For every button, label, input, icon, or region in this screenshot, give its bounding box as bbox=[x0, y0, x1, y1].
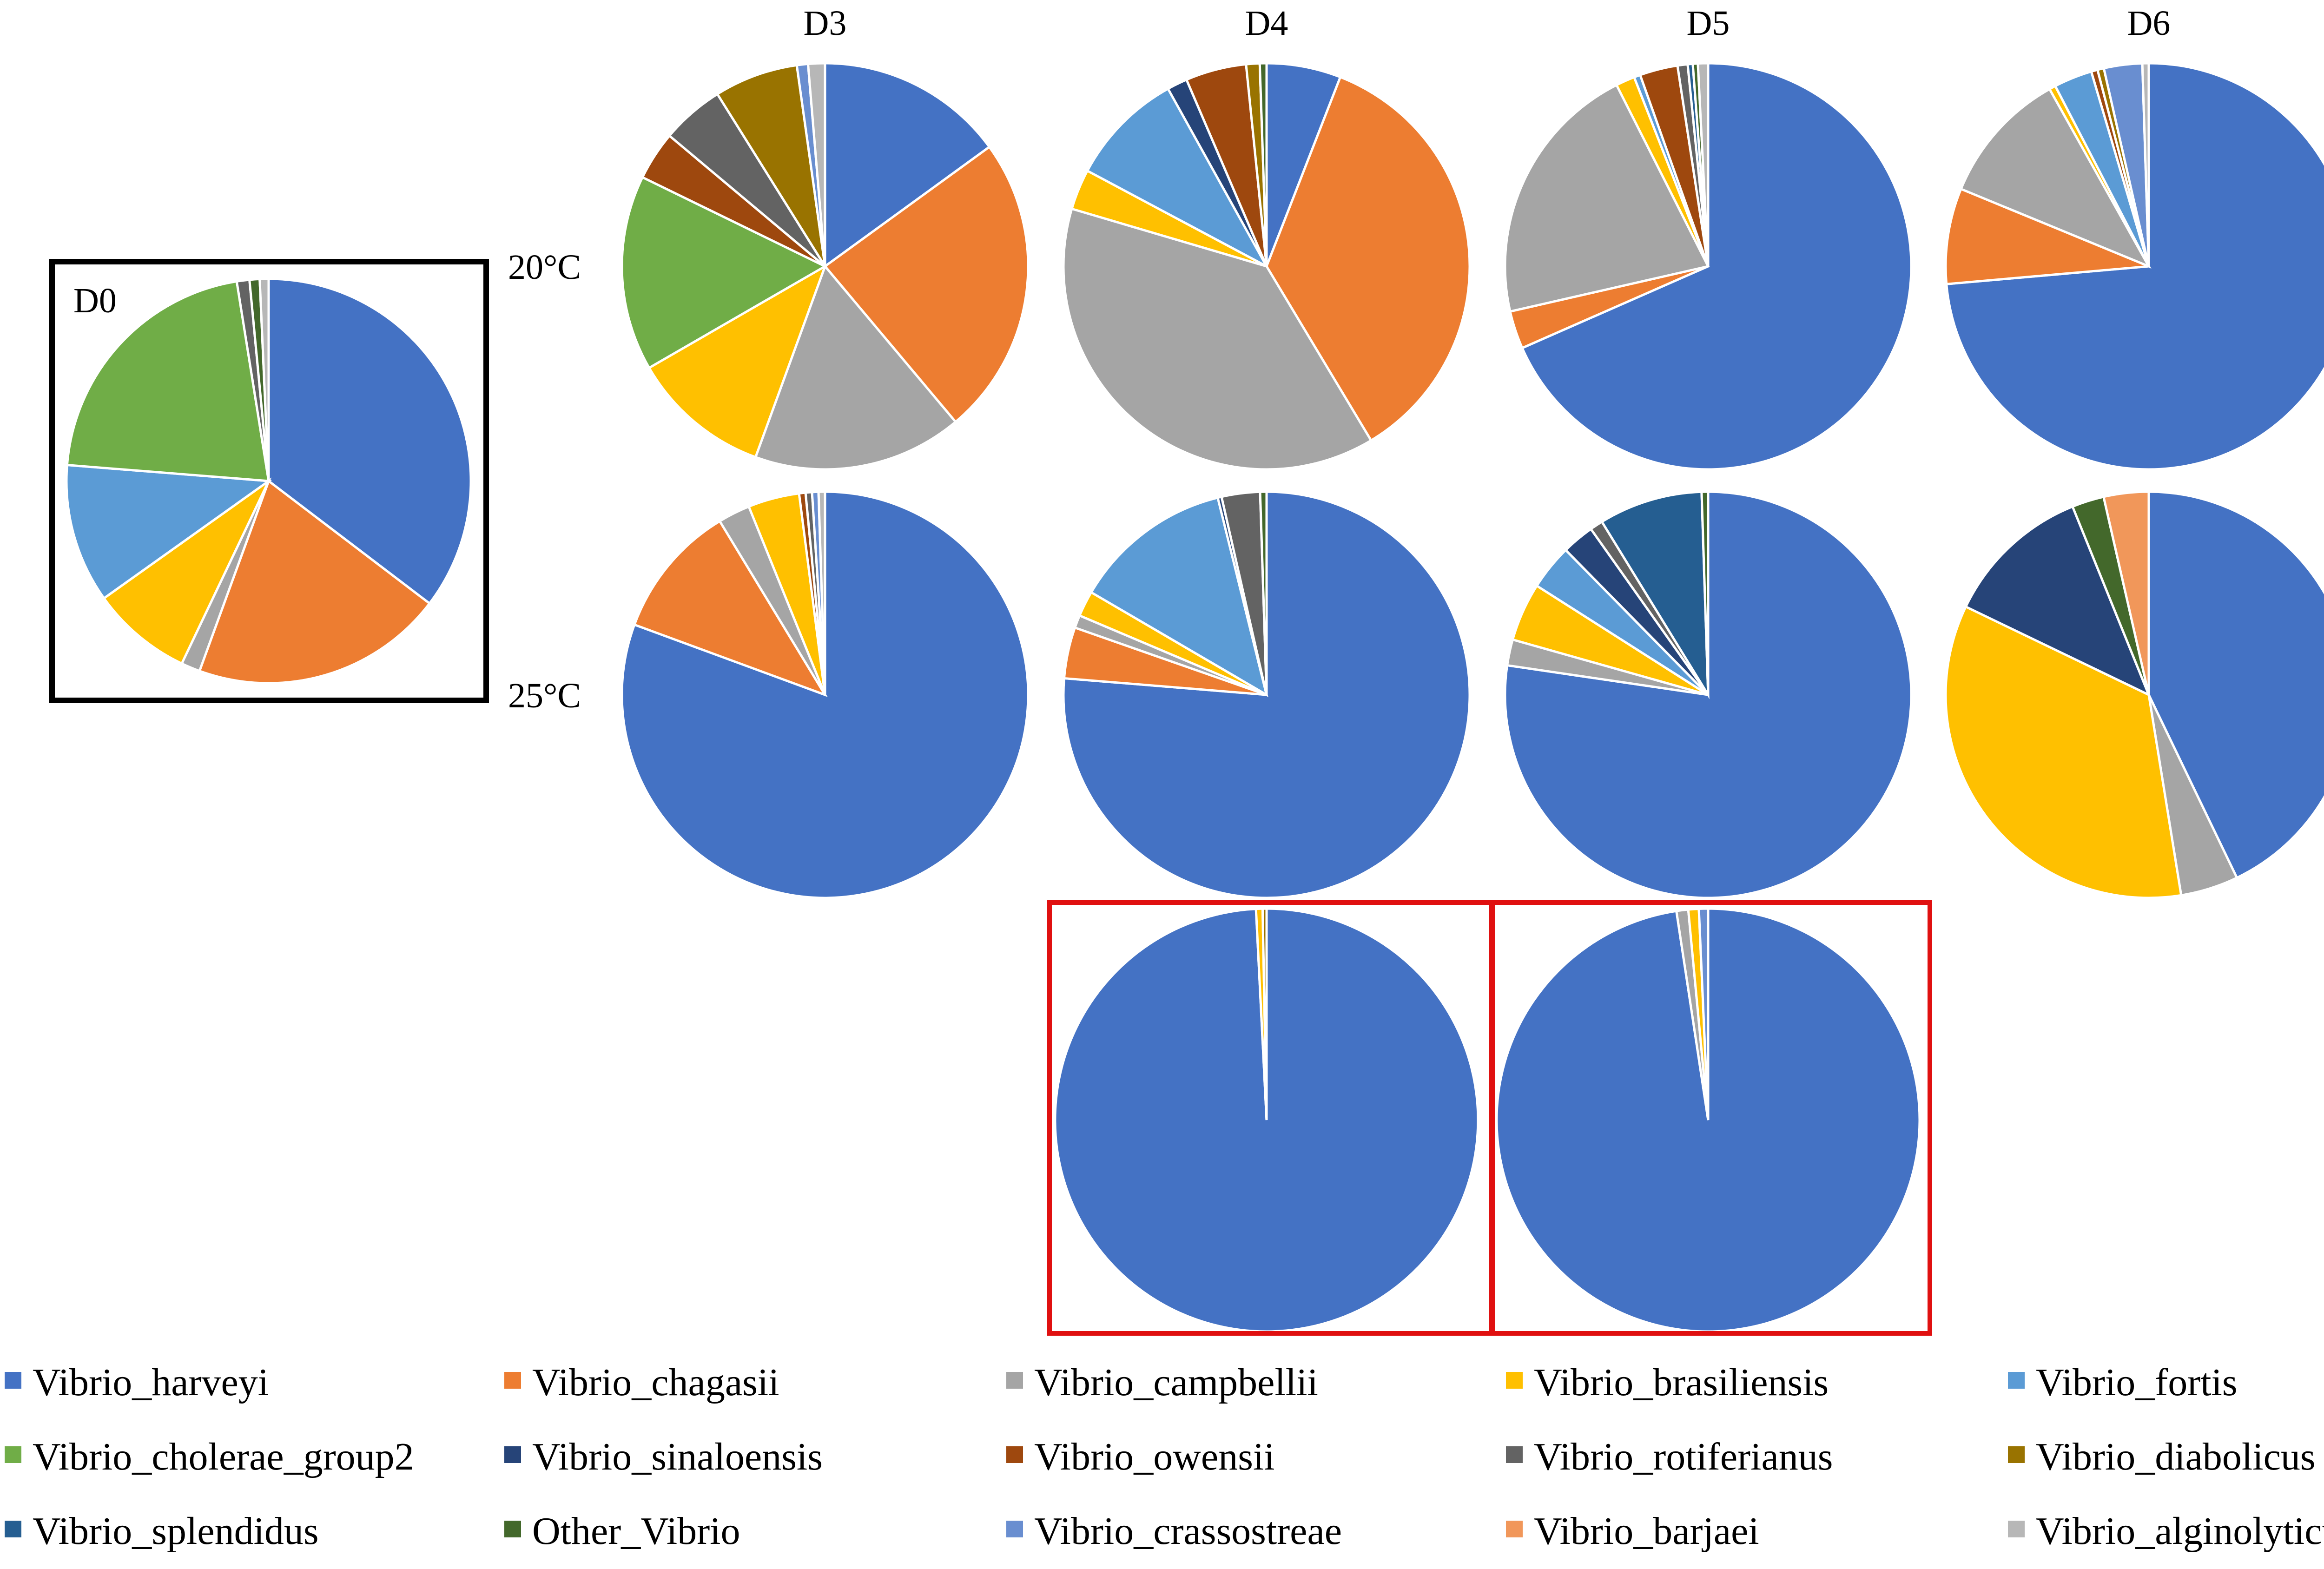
legend-label: Vibrio_campbellii bbox=[1034, 1361, 1318, 1404]
legend-label: Vibrio_diabolicus bbox=[2036, 1435, 2316, 1478]
legend-swatch bbox=[1506, 1446, 1523, 1463]
slice-d6-20-vibrio-campbellii bbox=[1959, 87, 2152, 269]
pie-d5-20 bbox=[1504, 62, 1913, 471]
legend-label: Vibrio_harveyi bbox=[33, 1361, 269, 1404]
legend-swatch bbox=[1006, 1446, 1023, 1463]
pie-d4-20 bbox=[1062, 62, 1471, 471]
slice-d3-25-vibrio-alginolyticus bbox=[817, 490, 826, 695]
slice-d4-25-vibrio-fortis bbox=[1089, 496, 1268, 698]
slice-d3-20-vibrio-diabolicus bbox=[715, 64, 826, 267]
slice-d5-red-vibrio-crassostreae bbox=[1697, 907, 1710, 1121]
slice-d3-20-vibrio-chagasii bbox=[823, 145, 1030, 424]
column-header-d5: D5 bbox=[1687, 4, 1730, 43]
slice-d6-20-vibrio-harveyi bbox=[1945, 62, 2324, 471]
legend-label: Vibrio_splendidus bbox=[33, 1510, 319, 1553]
slice-d3-20-vibrio-alginolyticus bbox=[806, 62, 826, 267]
d0-highlight-box bbox=[49, 259, 489, 703]
slice-d5-25-other-vibrio bbox=[1700, 490, 1710, 695]
slice-d3-20-vibrio-cholerae-group2 bbox=[621, 176, 828, 369]
pie-d3-20 bbox=[621, 62, 1030, 471]
slice-d6-25-vibrio-brasiliensis bbox=[1944, 605, 2183, 899]
legend-label: Vibrio_rotiferianus bbox=[1534, 1435, 1833, 1478]
legend-label: Vibrio_fortis bbox=[2036, 1361, 2238, 1404]
legend-swatch bbox=[504, 1372, 521, 1389]
legend-label: Vibrio_cholerae_group2 bbox=[33, 1435, 414, 1478]
slice-d5-25-vibrio-splendidus bbox=[1600, 490, 1710, 699]
legend-label: Vibrio_brasiliensis bbox=[1534, 1361, 1829, 1404]
slice-d3-25-vibrio-chagasii bbox=[633, 519, 828, 697]
row-label-25c: 25°C bbox=[508, 676, 581, 715]
legend-swatch bbox=[2008, 1521, 2025, 1537]
legend-swatch bbox=[5, 1372, 21, 1389]
slice-d6-25-vibrio-harveyi bbox=[2147, 490, 2324, 880]
pie-d3-25 bbox=[621, 490, 1030, 899]
legend-swatch bbox=[1506, 1521, 1523, 1537]
slice-d0-vibrio-brasiliensis bbox=[102, 477, 272, 666]
slice-d4-20-other-vibrio bbox=[1258, 62, 1268, 267]
slice-d6-25-vibrio-sinaloensis bbox=[1964, 505, 2151, 698]
slice-d4-25-other-vibrio bbox=[1259, 490, 1268, 695]
column-header-d4: D4 bbox=[1245, 4, 1288, 43]
pie-d5-25 bbox=[1504, 490, 1913, 899]
legend-swatch bbox=[1506, 1372, 1523, 1389]
legend-label: Vibrio_chagasii bbox=[532, 1361, 779, 1404]
pie-d6-20 bbox=[1944, 62, 2324, 471]
slice-d6-20-vibrio-alginolyticus bbox=[2141, 62, 2150, 267]
slice-d5-20-vibrio-campbellii bbox=[1504, 83, 1710, 313]
pie-d4-red bbox=[1054, 907, 1479, 1333]
slice-d6-25-vibrio-barjaei bbox=[2102, 490, 2150, 695]
legend: Vibrio_harveyi Vibrio_chagasii Vibrio_camp… bbox=[5, 1361, 2324, 1553]
legend-swatch bbox=[1006, 1521, 1023, 1537]
slice-d4-20-vibrio-fortis bbox=[1085, 87, 1270, 270]
slice-d0-vibrio-fortis bbox=[65, 463, 272, 600]
legend-label: Vibrio_alginolyticus bbox=[2036, 1510, 2324, 1553]
legend-swatch bbox=[5, 1521, 21, 1537]
legend-label: Vibrio_owensii bbox=[1034, 1435, 1275, 1478]
legend-swatch bbox=[2008, 1446, 2025, 1463]
slice-d0-vibrio-harveyi bbox=[267, 277, 472, 605]
slice-d0-vibrio-cholerae-group2 bbox=[66, 280, 270, 482]
slice-d3-20-vibrio-campbellii bbox=[754, 264, 957, 471]
legend-swatch bbox=[1006, 1372, 1023, 1389]
slice-d6-20-vibrio-chagasii bbox=[1944, 187, 2149, 285]
slice-d5-20-vibrio-harveyi bbox=[1520, 62, 1913, 471]
slice-d3-20-vibrio-brasiliensis bbox=[647, 264, 827, 459]
slice-d4-red-vibrio-diabolicus bbox=[1261, 907, 1268, 1121]
legend-label: Vibrio_barjaei bbox=[1534, 1510, 1759, 1553]
column-header-d3: D3 bbox=[804, 4, 847, 43]
pie-d4-25 bbox=[1062, 490, 1471, 899]
pie-d0 bbox=[65, 277, 472, 685]
slice-d4-20-vibrio-campbellii bbox=[1062, 207, 1373, 471]
slice-d3-25-vibrio-harveyi bbox=[621, 490, 1030, 899]
pie-d5-red bbox=[1495, 907, 1921, 1333]
pie-label-d0: D0 bbox=[73, 281, 117, 320]
slice-d3-20-vibrio-harveyi bbox=[824, 62, 991, 269]
slice-d5-20-vibrio-alginolyticus bbox=[1697, 62, 1710, 267]
legend-label: Other_Vibrio bbox=[532, 1510, 740, 1553]
slice-d4-25-vibrio-harveyi bbox=[1062, 490, 1471, 899]
legend-swatch bbox=[504, 1446, 521, 1463]
slice-d0-vibrio-alginolyticus bbox=[258, 277, 270, 481]
pie-d6-25 bbox=[1944, 490, 2324, 899]
legend-swatch bbox=[2008, 1372, 2025, 1389]
slice-d0-vibrio-chagasii bbox=[198, 479, 431, 685]
legend-label: Vibrio_crassostreae bbox=[1034, 1510, 1342, 1553]
row-label-20c: 20°C bbox=[508, 248, 581, 287]
legend-label: Vibrio_sinaloensis bbox=[532, 1435, 823, 1478]
legend-swatch bbox=[504, 1521, 521, 1537]
legend-swatch bbox=[5, 1446, 21, 1463]
red-highlight-box-d5 bbox=[1490, 900, 1932, 1336]
pie-slices bbox=[65, 62, 2324, 1333]
slice-d4-20-vibrio-harveyi bbox=[1265, 62, 1342, 267]
column-header-d6: D6 bbox=[2127, 4, 2171, 43]
